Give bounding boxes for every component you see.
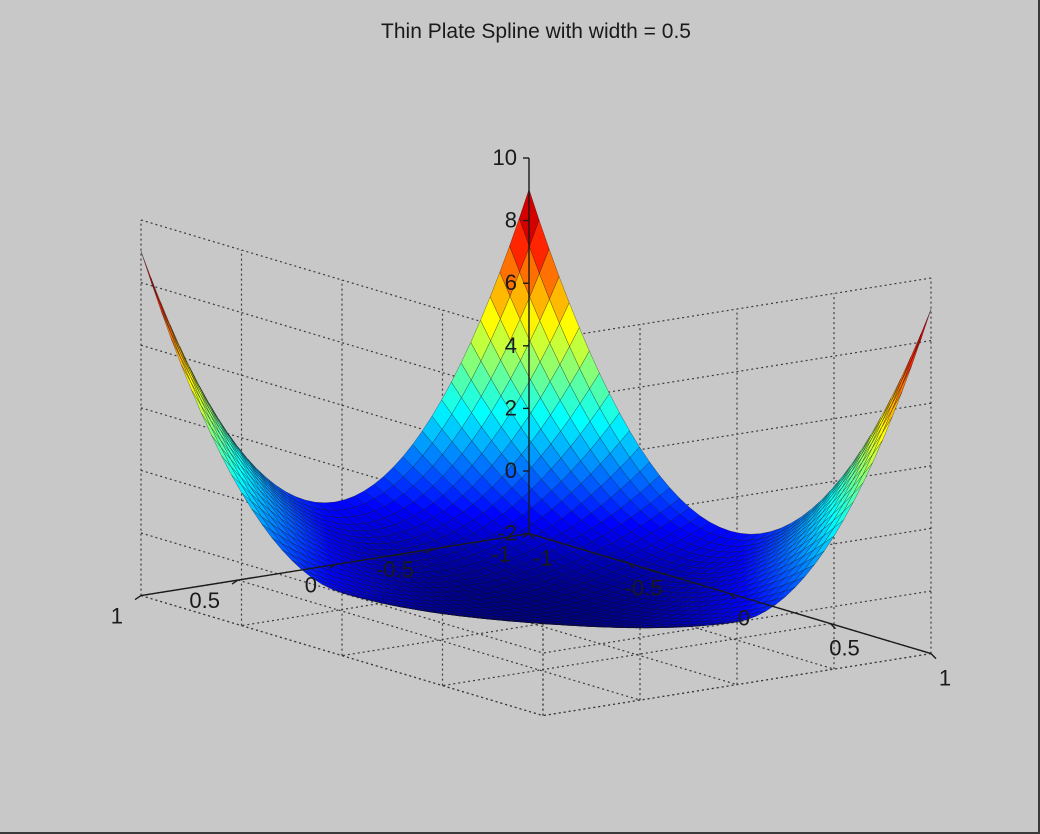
y-tick-mark xyxy=(522,533,530,539)
z-tick-label: 8 xyxy=(505,208,517,233)
y-tick-mark xyxy=(328,564,336,570)
z-tick-label: 10 xyxy=(493,145,517,170)
surface-patch xyxy=(881,385,902,428)
x-tick-mark xyxy=(528,533,535,540)
y-tick-mark xyxy=(425,548,433,554)
x-tick-mark xyxy=(930,653,937,660)
z-tick-label: 6 xyxy=(505,270,517,295)
x-tick-label: 0 xyxy=(738,606,750,631)
x-tick-label: -0.5 xyxy=(625,576,663,601)
z-tick-label: -2 xyxy=(497,521,517,546)
grid-line xyxy=(542,340,932,404)
y-tick-label: 0.5 xyxy=(189,588,220,613)
x-tick-mark xyxy=(729,593,736,600)
y-tick-label: 1 xyxy=(111,604,123,629)
x-tick-mark xyxy=(629,563,635,570)
z-tick-label: 4 xyxy=(505,333,517,358)
grid-line xyxy=(542,653,932,717)
y-tick-label: -1 xyxy=(491,542,511,567)
grid-line xyxy=(442,623,831,687)
z-tick-label: 2 xyxy=(505,395,517,420)
x-tick-mark xyxy=(830,623,836,630)
x-tick-label: 1 xyxy=(939,666,951,691)
axes-frame xyxy=(134,157,937,660)
y-tick-label: -0.5 xyxy=(376,557,414,582)
tick-labels: -2 0 2 4 6 8 10 -1 -0.5 0 0.5 1 -1 -0.5 0 0.5 1 xyxy=(111,145,951,691)
y-tick-mark xyxy=(231,579,239,585)
z-tick-label: 0 xyxy=(505,458,517,483)
grid-line xyxy=(542,402,932,466)
x-tick-label: 0.5 xyxy=(829,636,860,661)
y-tick-mark xyxy=(134,595,142,601)
surface-patch xyxy=(891,365,912,411)
x-tick-label: -1 xyxy=(533,546,553,571)
surface-mesh xyxy=(140,188,932,629)
y-tick-label: 0 xyxy=(305,573,317,598)
grid-line xyxy=(542,277,932,341)
chart-title: Thin Plate Spline with width = 0.5 xyxy=(381,20,691,43)
